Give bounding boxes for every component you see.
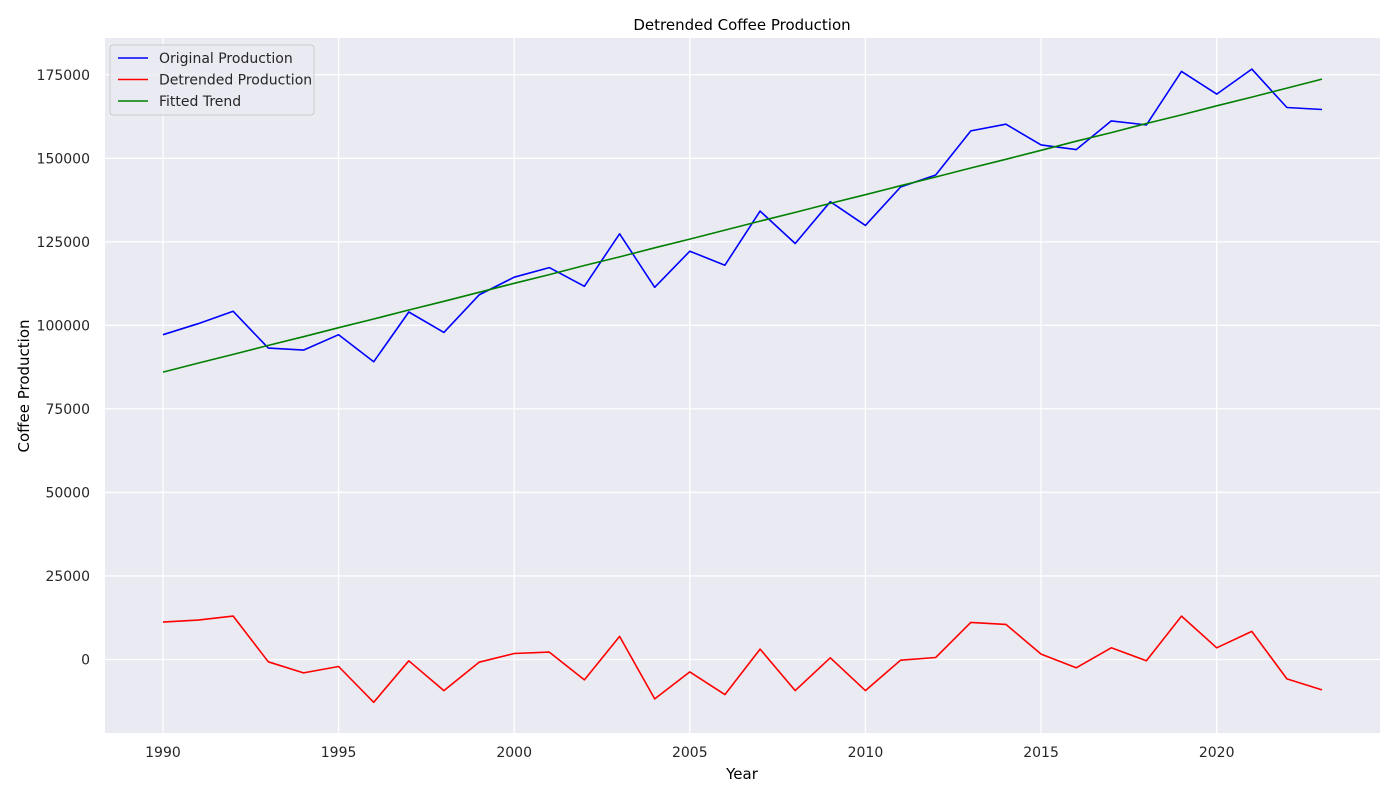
x-tick-label: 2005 [672, 745, 708, 761]
x-tick-labels: 1990 1995 2000 2005 2010 2015 2020 [145, 745, 1234, 761]
series-line-fitted-trend [162, 78, 1323, 373]
y-tick-label: 50000 [45, 485, 90, 501]
chart-title: Detrended Coffee Production [633, 16, 850, 34]
x-tick-label: 2015 [1023, 745, 1059, 761]
series-line-original-production [162, 68, 1323, 363]
x-tick-label: 2020 [1199, 745, 1235, 761]
series-line-detrended-production [162, 615, 1323, 704]
y-tick-label: 0 [81, 652, 90, 668]
x-tick-label: 1990 [145, 745, 181, 761]
x-axis-label: Year [725, 765, 759, 783]
y-tick-label: 100000 [37, 318, 90, 334]
legend-box [109, 44, 315, 116]
legend-label-original-production: Original Production [159, 51, 293, 67]
legend: Original Production Detrended Production F… [109, 44, 315, 116]
legend-label-fitted-trend: Fitted Trend [159, 94, 241, 110]
series-layer [162, 68, 1323, 704]
y-tick-label: 25000 [45, 569, 90, 585]
y-axis-label: Coffee Production [15, 319, 33, 452]
legend-label-detrended-production: Detrended Production [159, 73, 312, 89]
y-tick-label: 125000 [37, 235, 90, 251]
plot-background [105, 38, 1380, 733]
y-tick-labels: 0 25000 50000 75000 100000 125000 150000 175000 [37, 68, 90, 669]
y-tick-label: 175000 [37, 68, 90, 84]
x-tick-label: 2010 [848, 745, 884, 761]
y-tick-label: 150000 [37, 151, 90, 167]
x-tick-label: 1995 [321, 745, 357, 761]
x-tick-label: 2000 [496, 745, 532, 761]
grid [105, 38, 1380, 733]
y-tick-label: 75000 [45, 402, 90, 418]
